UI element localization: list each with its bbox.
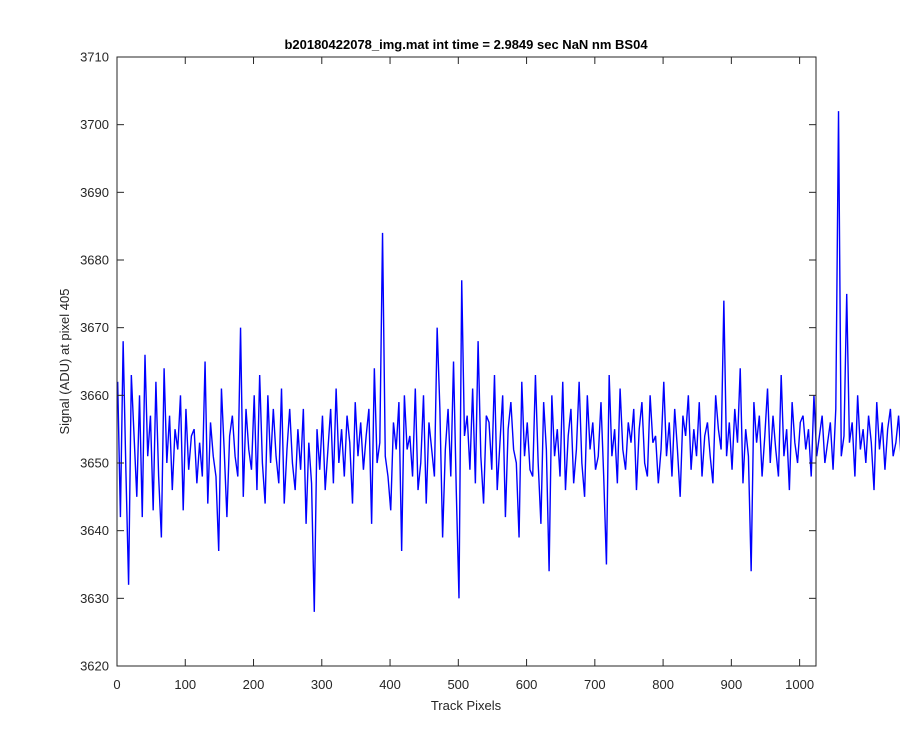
series-layer — [116, 111, 900, 612]
x-tick-label: 400 — [379, 677, 401, 692]
y-tick-label: 3620 — [80, 659, 109, 674]
x-tick-label: 500 — [447, 677, 469, 692]
x-tick-label: 800 — [652, 677, 674, 692]
x-axis-ticks: 0 100 200 300 400 500 600 700 800 900 1000 — [113, 57, 814, 692]
plot-area — [117, 57, 816, 666]
x-tick-label: 300 — [311, 677, 333, 692]
axes-box — [116, 56, 817, 667]
x-tick-label: 600 — [516, 677, 538, 692]
x-tick-label: 100 — [174, 677, 196, 692]
x-tick-label: 900 — [721, 677, 743, 692]
y-tick-label: 3680 — [80, 253, 109, 268]
y-tick-label: 3670 — [80, 320, 109, 335]
y-tick-label: 3650 — [80, 456, 109, 471]
y-tick-label: 3630 — [80, 591, 109, 606]
x-tick-label: 200 — [243, 677, 265, 692]
x-axis-label: Track Pixels — [431, 698, 502, 713]
series-line-0 — [116, 111, 900, 612]
chart-title: b20180422078_img.mat int time = 2.9849 s… — [284, 37, 648, 52]
y-axis-label: Signal (ADU) at pixel 405 — [57, 289, 72, 435]
y-tick-label: 3660 — [80, 388, 109, 403]
x-tick-label: 700 — [584, 677, 606, 692]
x-tick-label: 1000 — [785, 677, 814, 692]
x-tick-label: 0 — [113, 677, 120, 692]
y-tick-label: 3640 — [80, 523, 109, 538]
y-tick-label: 3690 — [80, 185, 109, 200]
y-axis-ticks: 3620 3630 3640 3650 3660 3670 3680 3690 3700 3710 — [80, 50, 816, 674]
y-tick-label: 3710 — [80, 50, 109, 65]
y-tick-label: 3700 — [80, 117, 109, 132]
